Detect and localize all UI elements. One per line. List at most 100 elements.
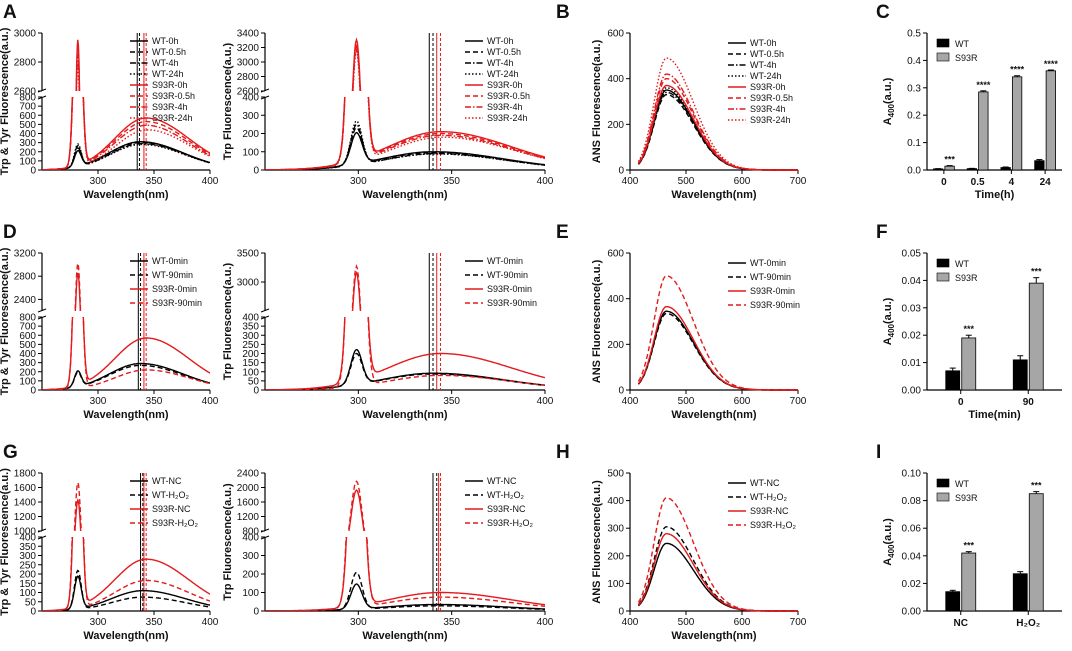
legend-label: S93R-24h <box>152 113 193 123</box>
bar-s93r-0 <box>961 552 977 612</box>
legend-label: WT-24h <box>487 69 519 79</box>
series-line-wt-90min <box>42 364 210 390</box>
legend-label: WT <box>955 39 969 49</box>
bar-wt-3 <box>1034 160 1045 171</box>
x-tick-label: 400 <box>537 176 554 187</box>
legend-label: S93R-0h <box>750 82 786 92</box>
y-tick-label: 0.08 <box>902 496 922 507</box>
x-tick-label: 400 <box>537 396 554 407</box>
y-tick-label: 200 <box>607 551 624 562</box>
y-tick-label: 300 <box>607 524 624 535</box>
legend-label: WT-0.5h <box>152 47 186 57</box>
significance-label: *** <box>963 541 974 551</box>
legend-label: S93R-H₂O₂ <box>152 518 199 528</box>
y-tick-label: 300 <box>19 551 36 562</box>
bar-s93r-2 <box>1011 76 1023 171</box>
series-line-s93r-0min <box>637 306 798 391</box>
y-tick-label: 100 <box>19 376 36 387</box>
x-axis-title: Wavelength(nm) <box>671 189 756 201</box>
y-tick-label: 0.02 <box>902 331 922 342</box>
y-tick-label: 0 <box>30 386 36 397</box>
chart-H: 0 100 200 300 400 500 400 500 600 700 Wavelength(n… <box>591 469 807 643</box>
y-tick-label: 300 <box>242 331 259 342</box>
legend: WT S93R <box>936 478 978 503</box>
significance-label: *** <box>1031 481 1042 491</box>
legend-label: S93R-0min <box>750 286 795 296</box>
y-tick-label: 400 <box>607 74 624 85</box>
y-tick-label: 3200 <box>237 43 260 54</box>
legend-label: WT-NC <box>487 476 517 486</box>
y-axis-title: Trp Fluorescence(a.u.) <box>222 262 234 380</box>
x-axis-title: Wavelength(nm) <box>83 630 168 642</box>
legend-label: S93R-90min <box>487 298 537 308</box>
significance-label: **** <box>1044 59 1059 69</box>
y-tick-label: 300 <box>19 138 36 149</box>
legend-label: WT-0.5h <box>750 49 784 59</box>
legend-label: WT-4h <box>152 58 179 68</box>
x-tick-label: 700 <box>790 617 807 628</box>
bar-wt-1 <box>1012 573 1028 612</box>
y-tick-label: 0.02 <box>902 579 922 590</box>
y-tick-label: 2400 <box>237 469 260 480</box>
bar-wt-0 <box>945 591 961 612</box>
y-tick-label: 0.05 <box>902 249 922 260</box>
panel-letter-I: I <box>876 442 881 463</box>
x-tick-label: 300 <box>350 176 367 187</box>
y-tick-label: 800 <box>19 93 36 104</box>
y-tick-label: 1200 <box>14 512 37 523</box>
y-tick-label: 0.06 <box>902 524 922 535</box>
panel-letter-A: A <box>3 2 17 23</box>
y-tick-label: 2800 <box>14 272 37 283</box>
series-line-s93r-24h <box>265 97 545 170</box>
y-tick-label: 2600 <box>237 87 260 98</box>
y-tick-label: 600 <box>19 111 36 122</box>
legend-label: S93R <box>955 53 978 63</box>
series-line-s93r-h2o2 <box>637 497 798 612</box>
legend-label: WT-H₂O₂ <box>487 490 524 500</box>
y-tick-label: 0.1 <box>907 138 921 149</box>
legend: WT-NC WT-H₂O₂ S93R-NC S93R-H₂O₂ <box>465 476 534 528</box>
y-tick-label: 2800 <box>14 58 37 69</box>
significance-label: *** <box>944 155 955 165</box>
x-tick-label: 300 <box>90 396 107 407</box>
x-axis-title: Wavelength(nm) <box>83 409 168 421</box>
legend-label: WT-90min <box>152 270 193 280</box>
legend-label: WT-NC <box>152 476 182 486</box>
y-tick-label: 0.4 <box>907 56 921 67</box>
y-axis-title: A400(a.u.) <box>882 518 896 566</box>
chart-E: 0 200 400 600 400 500 600 700 Wavelength(nm) ANS … <box>591 249 807 422</box>
y-tick-label: 200 <box>19 147 36 158</box>
legend-label: S93R-NC <box>487 504 526 514</box>
series-line-wt-h2o2 <box>42 569 210 611</box>
legend-label: S93R-4h <box>750 104 786 114</box>
y-tick-label: 0.04 <box>902 276 922 287</box>
legend: WT-0min WT-90min S93R-0min S93R-90min <box>130 256 202 308</box>
bar-s93r-0 <box>944 165 955 171</box>
x-tick-label: 400 <box>202 176 219 187</box>
x-axis-title: Wavelength(nm) <box>362 630 447 642</box>
series-line-wt-nc <box>42 575 210 611</box>
y-tick-label: 250 <box>242 340 259 351</box>
y-tick-label: 0 <box>253 166 259 177</box>
y-tick-label: 150 <box>242 358 259 369</box>
y-tick-label: 400 <box>607 294 624 305</box>
legend-label: WT <box>955 479 969 489</box>
chart-I: 0.00 0.02 0.04 0.06 0.08 0.10 *** NC *** H₂O₂ A400… <box>882 469 1062 629</box>
legend-label: S93R-0.5h <box>750 93 793 103</box>
y-tick-label: 150 <box>19 579 36 590</box>
chart-B: 0 200 400 600 400 500 600 700 Wavelength(nm) ANS … <box>591 29 807 202</box>
legend-label: S93R-4h <box>152 102 188 112</box>
panel-letter-H: H <box>556 442 570 463</box>
y-tick-label: 200 <box>242 570 259 581</box>
series-line-wt-0h <box>265 131 545 170</box>
y-tick-label: 100 <box>242 147 259 158</box>
panel-letter-B: B <box>556 2 570 23</box>
legend-label: S93R <box>955 493 978 503</box>
legend-label: S93R-90min <box>152 298 202 308</box>
x-tick-label: H₂O₂ <box>1016 618 1040 629</box>
y-axis-title: Trp & Tyr Fluorescence(a.u.) <box>0 468 11 616</box>
bar-s93r-1 <box>978 91 989 171</box>
y-tick-label: 0 <box>618 166 624 177</box>
legend: WT-0min WT-90min S93R-0min S93R-90min <box>728 258 800 310</box>
legend-label: WT-4h <box>750 60 777 70</box>
